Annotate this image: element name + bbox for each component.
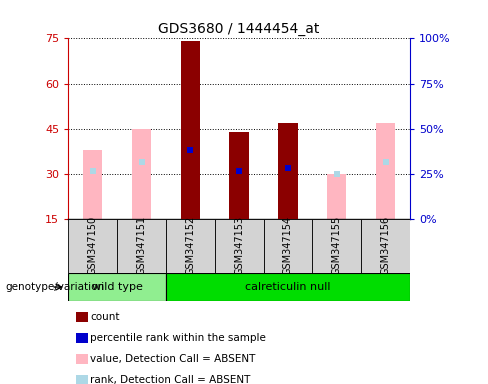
Text: rank, Detection Call = ABSENT: rank, Detection Call = ABSENT bbox=[90, 375, 251, 384]
Bar bbox=[361, 219, 410, 273]
Text: genotype/variation: genotype/variation bbox=[5, 282, 104, 292]
Bar bbox=[68, 273, 166, 301]
Text: GSM347156: GSM347156 bbox=[381, 216, 390, 275]
Bar bbox=[166, 273, 410, 301]
Bar bbox=[312, 219, 361, 273]
Text: value, Detection Call = ABSENT: value, Detection Call = ABSENT bbox=[90, 354, 256, 364]
Text: GSM347150: GSM347150 bbox=[88, 216, 98, 275]
Bar bbox=[376, 122, 395, 219]
Bar bbox=[68, 219, 117, 273]
Text: calreticulin null: calreticulin null bbox=[245, 282, 331, 292]
Bar bbox=[132, 129, 151, 219]
Text: GSM347152: GSM347152 bbox=[185, 216, 195, 275]
Bar bbox=[215, 219, 264, 273]
Bar bbox=[181, 41, 200, 219]
Title: GDS3680 / 1444454_at: GDS3680 / 1444454_at bbox=[159, 22, 320, 36]
Bar bbox=[229, 132, 249, 219]
Bar bbox=[83, 150, 102, 219]
Bar bbox=[229, 132, 249, 219]
Bar bbox=[117, 219, 166, 273]
Bar bbox=[278, 122, 298, 219]
Text: GSM347151: GSM347151 bbox=[137, 216, 146, 275]
Bar bbox=[264, 219, 312, 273]
Text: count: count bbox=[90, 312, 120, 322]
Text: GSM347154: GSM347154 bbox=[283, 216, 293, 275]
Text: GSM347155: GSM347155 bbox=[332, 216, 342, 275]
Text: GSM347153: GSM347153 bbox=[234, 216, 244, 275]
Bar bbox=[327, 174, 346, 219]
Text: percentile rank within the sample: percentile rank within the sample bbox=[90, 333, 266, 343]
Bar bbox=[166, 219, 215, 273]
Text: wild type: wild type bbox=[92, 282, 142, 292]
